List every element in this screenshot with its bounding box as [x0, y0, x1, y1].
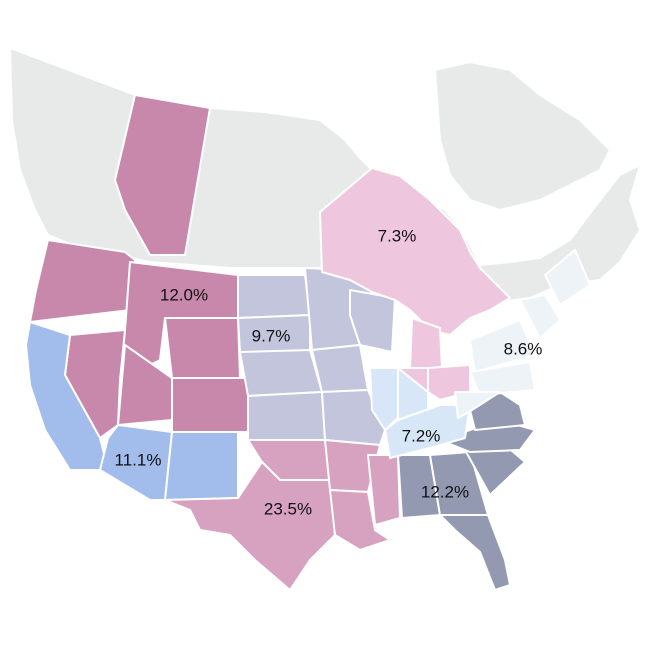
- label-pacific-northwest: 12.0%: [160, 285, 208, 304]
- region-pacific-northwest: [29, 94, 249, 439]
- region-california-southwest: [25, 321, 239, 501]
- region-southeast: [397, 391, 536, 591]
- region-plains: [237, 267, 396, 446]
- region-northeast: [454, 249, 591, 419]
- label-plains: 9.7%: [252, 326, 291, 345]
- label-southeast: 12.2%: [421, 482, 469, 501]
- region-labels: 12.0% 9.7% 7.3% 8.6% 11.1% 7.2% 12.2% 23…: [115, 226, 543, 518]
- label-california-southwest: 11.1%: [115, 450, 162, 469]
- region-ohio-valley: [369, 367, 471, 459]
- label-northeast: 8.6%: [504, 339, 543, 358]
- label-ohio-valley: 7.2%: [402, 426, 441, 445]
- label-ontario-great-lakes: 7.3%: [378, 226, 417, 245]
- label-south-central: 23.5%: [264, 499, 312, 518]
- region-south-central: [164, 439, 401, 591]
